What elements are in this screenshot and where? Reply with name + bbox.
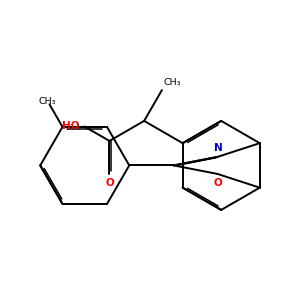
Text: CH₃: CH₃ [39,97,56,106]
Text: O: O [214,178,223,188]
Text: CH₃: CH₃ [164,78,181,87]
Text: O: O [105,178,114,188]
Text: HO: HO [62,122,80,131]
Text: N: N [214,143,223,153]
